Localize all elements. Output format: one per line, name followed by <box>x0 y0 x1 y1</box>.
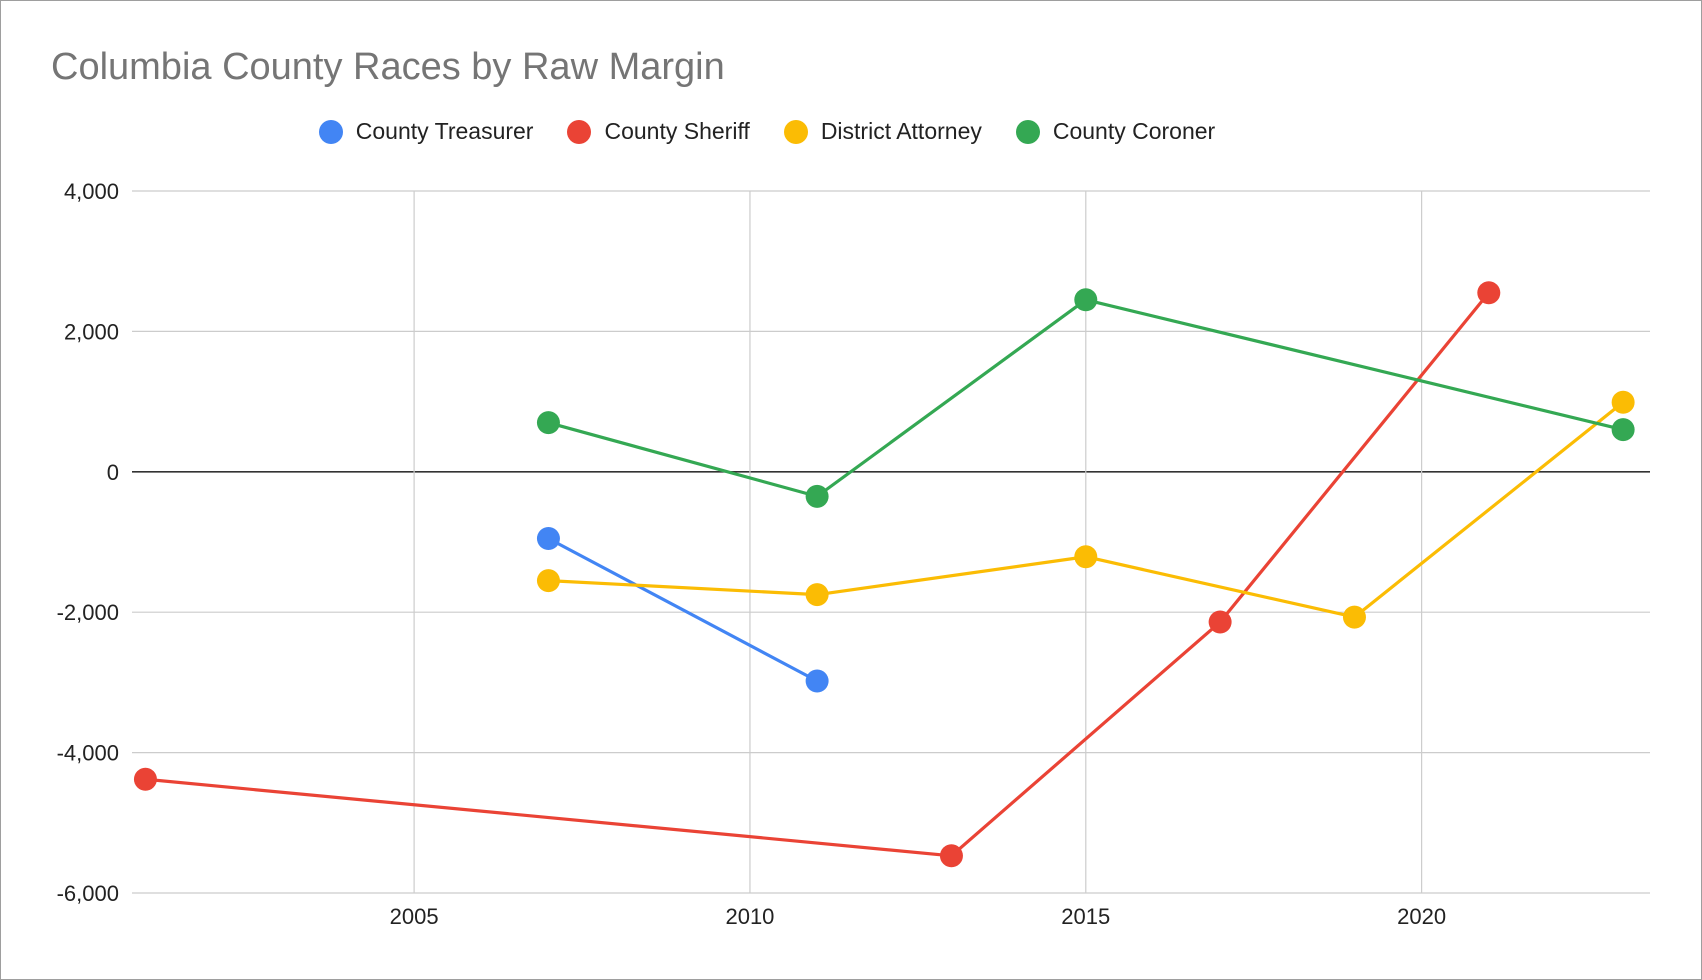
legend-swatch-county-sheriff <box>567 119 592 144</box>
data-point-district-attorney <box>1342 605 1366 629</box>
data-point-county-treasurer <box>805 669 829 693</box>
legend-item-county-coroner[interactable]: County Coroner <box>1015 118 1216 145</box>
legend-label-county-coroner: County Coroner <box>1052 118 1216 144</box>
chart-title: Columbia County Races by Raw Margin <box>51 46 725 88</box>
data-point-county-coroner <box>536 411 560 435</box>
y-tick-label: -6,000 <box>57 881 119 906</box>
data-point-county-coroner <box>1074 288 1098 312</box>
legend-item-county-sheriff[interactable]: County Sheriff <box>567 118 750 145</box>
x-tick-label: 2010 <box>725 904 774 929</box>
data-point-district-attorney <box>1611 390 1635 414</box>
legend-swatch-county-treasurer <box>318 119 343 144</box>
y-tick-label: 2,000 <box>64 319 119 344</box>
y-tick-label: 0 <box>107 460 119 485</box>
legend-label-county-sheriff: County Sheriff <box>604 118 750 144</box>
x-tick-label: 2015 <box>1061 904 1110 929</box>
legend-item-county-treasurer[interactable]: County Treasurer <box>318 118 534 145</box>
data-point-county-coroner <box>1611 418 1635 442</box>
legend-item-district-attorney[interactable]: District Attorney <box>783 118 982 145</box>
legend-swatch-district-attorney <box>783 119 808 144</box>
series-line-county-treasurer <box>546 536 819 683</box>
data-point-county-sheriff <box>133 767 157 791</box>
data-point-district-attorney <box>536 569 560 593</box>
x-tick-label: 2020 <box>1397 904 1446 929</box>
legend-label-district-attorney: District Attorney <box>820 118 982 144</box>
data-point-county-treasurer <box>536 526 560 550</box>
legend-swatch-county-coroner <box>1015 119 1040 144</box>
series-line-county-coroner <box>546 298 1625 498</box>
data-point-county-sheriff <box>939 844 963 868</box>
y-tick-label: -2,000 <box>57 600 119 625</box>
data-point-district-attorney <box>805 583 829 607</box>
y-tick-label: 4,000 <box>64 179 119 204</box>
data-point-county-sheriff <box>1208 610 1232 634</box>
x-tick-label: 2005 <box>390 904 439 929</box>
series-line-county-sheriff <box>143 291 1491 858</box>
chart-legend: County Treasurer County Sheriff District… <box>0 118 1618 145</box>
data-point-county-sheriff <box>1477 281 1501 305</box>
data-point-county-coroner <box>805 484 829 508</box>
legend-label-county-treasurer: County Treasurer <box>355 118 534 144</box>
data-point-district-attorney <box>1074 545 1098 569</box>
y-tick-label: -4,000 <box>57 741 119 766</box>
